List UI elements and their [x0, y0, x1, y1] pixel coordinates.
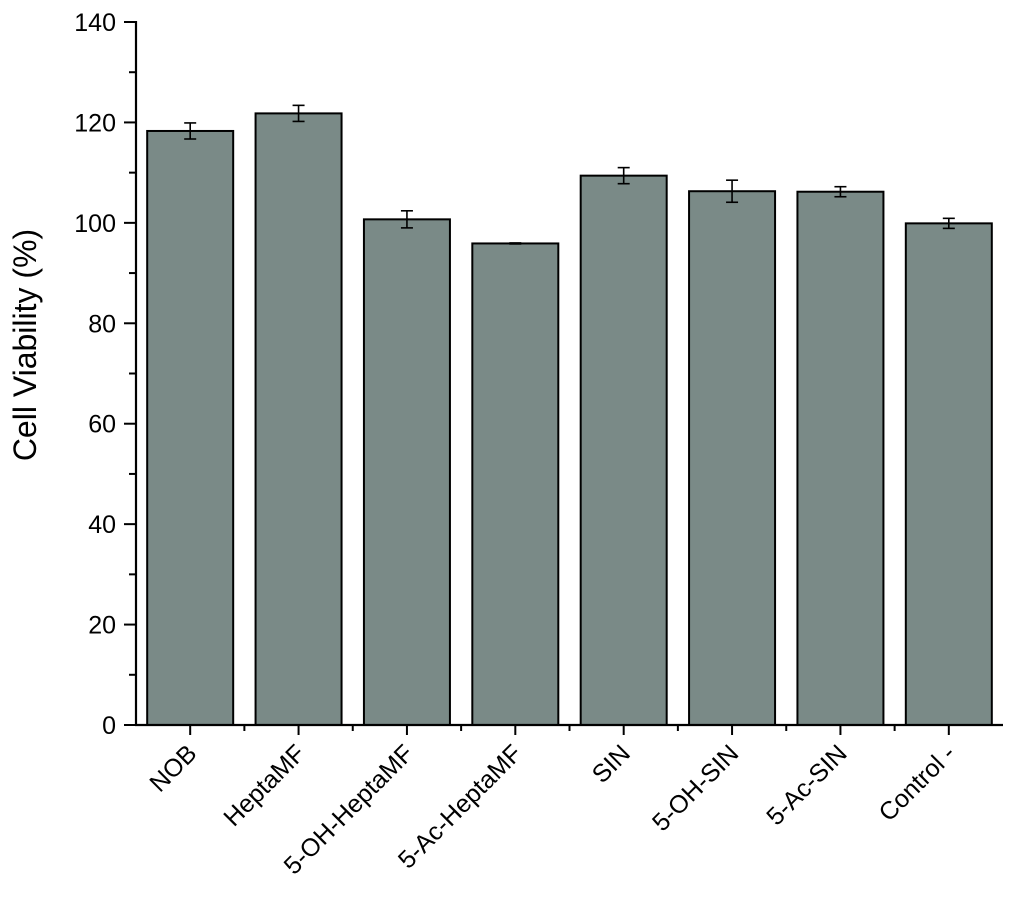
y-tick-label: 80	[88, 310, 116, 338]
bar	[471, 242, 560, 726]
bar	[579, 174, 668, 727]
error-bar	[292, 104, 305, 123]
bar	[146, 129, 235, 726]
x-tick-label: SIN	[587, 739, 636, 788]
y-tick-label: 20	[88, 612, 116, 640]
error-bars	[184, 104, 955, 245]
bar	[688, 190, 777, 726]
x-tick-label: HeptaMF	[218, 739, 310, 831]
y-axis-label: Cell Viability (%)	[7, 229, 43, 461]
y-tick-label: 140	[74, 9, 116, 37]
error-bar	[509, 242, 522, 245]
y-tick-label: 60	[88, 411, 116, 439]
error-bar	[942, 217, 955, 230]
bar	[796, 190, 885, 726]
y-tick-label: 120	[74, 109, 116, 137]
x-tick-label: 5-Ac-SIN	[761, 739, 853, 831]
y-tick-label: 100	[74, 210, 116, 238]
bar	[254, 112, 343, 726]
x-tick-label: NOB	[144, 739, 202, 797]
error-bar	[400, 210, 413, 229]
error-bar	[726, 179, 739, 204]
y-tick-label: 40	[88, 511, 116, 539]
y-axis-ticks: 0 20 40 60 80 100 120 140	[74, 9, 136, 740]
y-tick-label: 0	[102, 712, 116, 740]
bar	[904, 222, 993, 726]
bars	[146, 112, 993, 727]
bar	[362, 218, 451, 727]
error-bar	[184, 122, 197, 140]
error-bar	[617, 166, 630, 185]
error-bar	[834, 185, 847, 198]
x-tick-label: Control -	[873, 739, 961, 827]
x-tick-label: 5-OH-SIN	[647, 739, 744, 836]
x-axis-ticks	[189, 725, 950, 735]
